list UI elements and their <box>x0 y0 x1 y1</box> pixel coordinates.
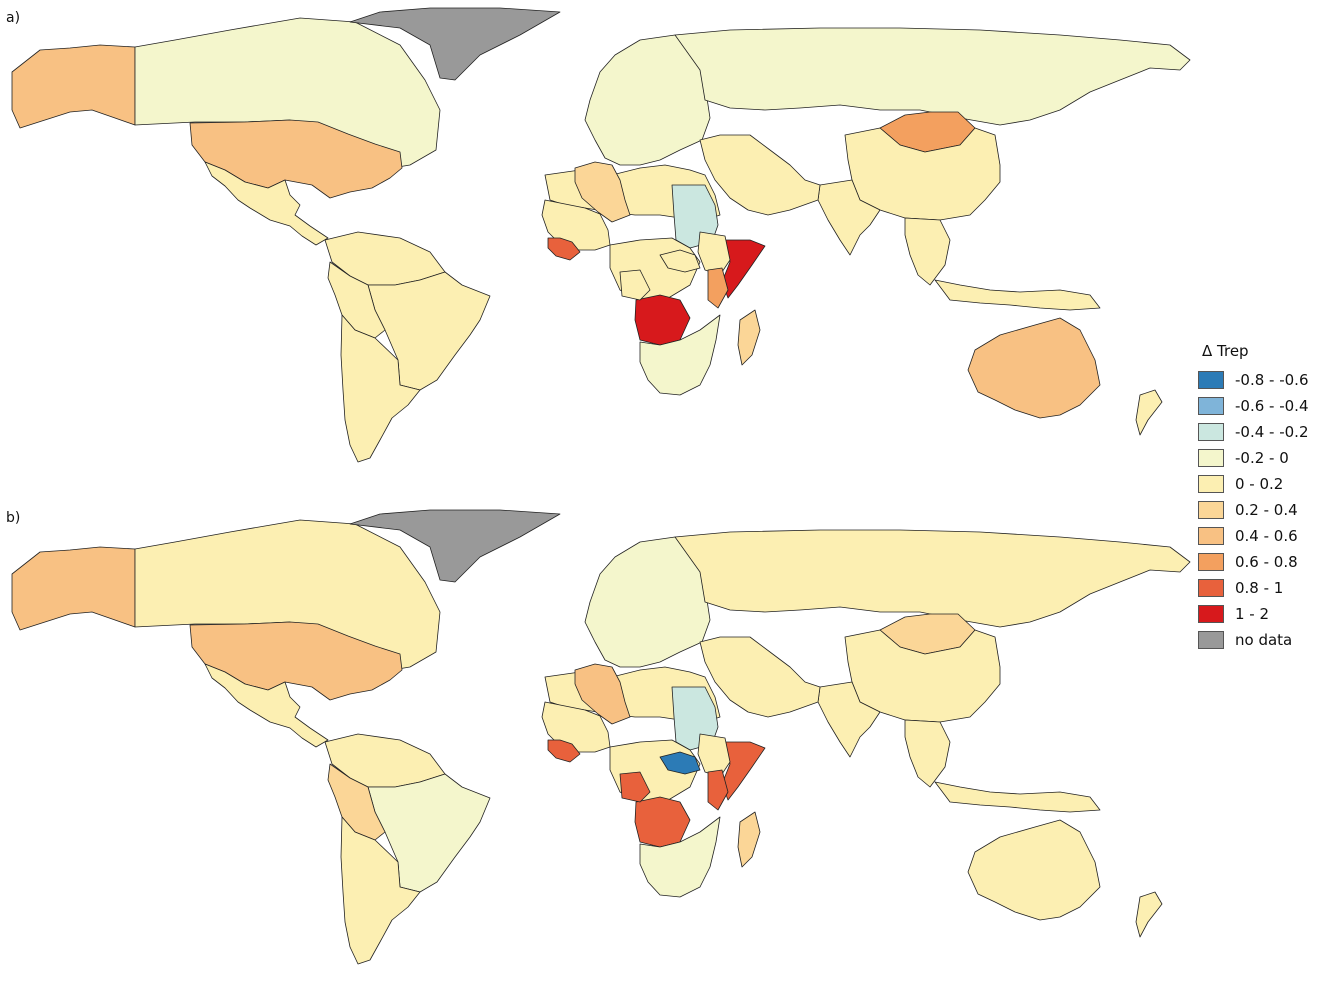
region-west-africa <box>541 701 611 753</box>
region-congo <box>619 771 651 803</box>
region-algeria <box>574 663 631 725</box>
region-southern-cone <box>340 314 421 463</box>
legend-item: 1 - 2 <box>1198 601 1323 627</box>
legend-label: -0.8 - -0.6 <box>1235 371 1309 389</box>
region-brazil <box>367 271 491 391</box>
region-greenland <box>349 7 561 81</box>
legend-item: 0.4 - 0.6 <box>1198 523 1323 549</box>
legend-swatch <box>1198 527 1224 545</box>
region-australia <box>967 819 1101 921</box>
legend-swatch <box>1198 501 1224 519</box>
legend-swatch <box>1198 449 1224 467</box>
legend-label: -0.6 - -0.4 <box>1235 397 1309 415</box>
region-southeast-asia <box>904 217 951 286</box>
legend-item: 0 - 0.2 <box>1198 471 1323 497</box>
region-middle-east <box>699 636 821 718</box>
region-somalia <box>721 741 766 801</box>
legend-swatch <box>1198 579 1224 597</box>
region-kenya <box>707 267 729 309</box>
legend-item: 0.6 - 0.8 <box>1198 549 1323 575</box>
legend-label: no data <box>1235 631 1293 649</box>
legend-swatch <box>1198 631 1224 649</box>
region-indonesia <box>934 279 1101 311</box>
legend-item: -0.6 - -0.4 <box>1198 393 1323 419</box>
region-algeria <box>574 161 631 223</box>
region-guinea <box>547 739 581 763</box>
region-west-africa <box>541 199 611 251</box>
legend-swatch <box>1198 371 1224 389</box>
region-madagascar <box>737 811 761 868</box>
legend-item: -0.8 - -0.6 <box>1198 367 1323 393</box>
legend-item: -0.2 - 0 <box>1198 445 1323 471</box>
region-somalia <box>721 239 766 299</box>
region-angola <box>634 294 691 346</box>
legend-label: 1 - 2 <box>1235 605 1270 623</box>
region-southern-africa <box>639 314 721 396</box>
legend-label: 0.8 - 1 <box>1235 579 1284 597</box>
region-ethiopia <box>697 231 731 276</box>
region-greenland <box>349 509 561 583</box>
region-south-sudan <box>659 249 701 273</box>
panel-label-a: a) <box>6 10 21 26</box>
region-congo <box>619 269 651 301</box>
region-alaska <box>11 546 136 631</box>
region-ethiopia <box>697 733 731 778</box>
legend-label: -0.2 - 0 <box>1235 449 1289 467</box>
legend-item: -0.4 - -0.2 <box>1198 419 1323 445</box>
legend-label: 0 - 0.2 <box>1235 475 1284 493</box>
legend-swatch <box>1198 397 1224 415</box>
region-mexico-central-america <box>204 663 329 748</box>
region-kenya <box>707 769 729 811</box>
region-madagascar <box>737 309 761 366</box>
region-middle-east <box>699 134 821 216</box>
region-angola <box>634 796 691 848</box>
region-india <box>817 179 881 256</box>
region-alaska <box>11 44 136 129</box>
region-russia <box>674 529 1191 628</box>
legend-swatch <box>1198 475 1224 493</box>
region-russia <box>674 27 1191 126</box>
map-panel-a: a) <box>0 0 1200 500</box>
region-southern-africa <box>639 816 721 898</box>
legend-swatch <box>1198 423 1224 441</box>
legend-label: -0.4 - -0.2 <box>1235 423 1309 441</box>
legend-label: 0.4 - 0.6 <box>1235 527 1298 545</box>
legend-label: 0.6 - 0.8 <box>1235 553 1298 571</box>
region-australia <box>967 317 1101 419</box>
map-panel-b: b) <box>0 502 1200 1002</box>
region-india <box>817 681 881 758</box>
panel-label-b: b) <box>6 510 21 526</box>
legend: Δ Trep -0.8 - -0.6 -0.6 - -0.4 -0.4 - -0… <box>1198 342 1323 653</box>
legend-item: no data <box>1198 627 1323 653</box>
legend-label: 0.2 - 0.4 <box>1235 501 1298 519</box>
region-mexico-central-america <box>204 161 329 246</box>
region-new-zealand <box>1135 891 1163 938</box>
legend-item: 0.2 - 0.4 <box>1198 497 1323 523</box>
world-map-a <box>11 7 1191 463</box>
region-southern-cone <box>340 816 421 965</box>
region-new-zealand <box>1135 389 1163 436</box>
region-southeast-asia <box>904 719 951 788</box>
legend-swatch <box>1198 553 1224 571</box>
region-guinea <box>547 237 581 261</box>
world-map-b <box>11 509 1191 965</box>
legend-item: 0.8 - 1 <box>1198 575 1323 601</box>
region-indonesia <box>934 781 1101 813</box>
region-brazil <box>367 773 491 893</box>
legend-title: Δ Trep <box>1202 342 1249 360</box>
region-south-sudan <box>659 751 701 775</box>
legend-swatch <box>1198 605 1224 623</box>
